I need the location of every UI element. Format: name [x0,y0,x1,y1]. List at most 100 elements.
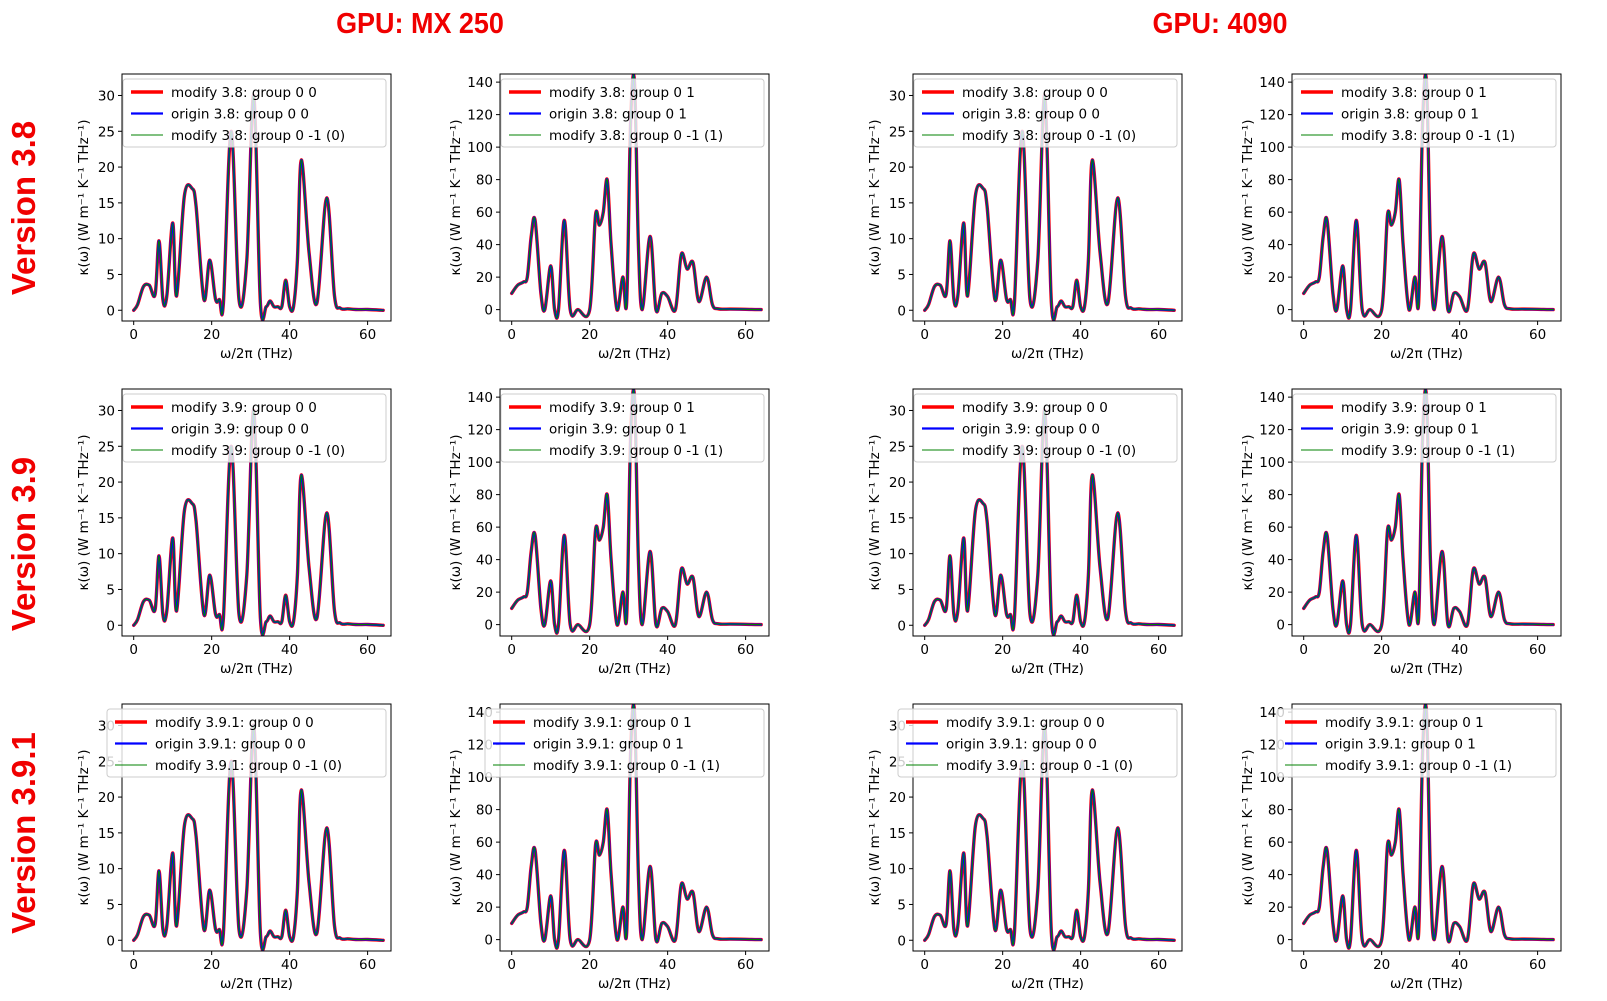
y-tick-label: 80 [476,803,493,819]
series-line [511,704,762,949]
legend: modify 3.9.1: group 0 0 origin 3.9.1: gro… [897,708,1178,778]
legend-label: modify 3.9: group 0 1 [1341,400,1487,416]
y-tick-label: 20 [1268,900,1285,916]
legend: modify 3.9: group 0 1 origin 3.9: group 0… [500,393,765,463]
legend-box [106,708,387,778]
y-axis-label: κ(ω) (W m⁻¹ K⁻¹ THz⁻¹) [867,750,883,906]
y-axis-label: κ(ω) (W m⁻¹ K⁻¹ THz⁻¹) [1240,435,1256,591]
legend-label: origin 3.8: group 0 0 [962,107,1100,123]
y-axis-label: κ(ω) (W m⁻¹ K⁻¹ THz⁻¹) [867,435,883,591]
legend: modify 3.8: group 0 0 origin 3.8: group 0… [913,78,1178,148]
y-tick-label: 20 [476,585,493,601]
legend-label: origin 3.9.1: group 0 0 [155,737,306,753]
legend-box [500,78,765,148]
y-tick-label: 100 [467,455,493,471]
legend-label: modify 3.9: group 0 -1 (1) [549,443,723,459]
y-tick-label: 20 [476,270,493,286]
y-tick-label: 100 [1259,455,1285,471]
legend-label: modify 3.9.1: group 0 0 [946,715,1105,731]
x-tick-label: 40 [1072,957,1089,973]
x-tick-label: 0 [507,957,516,973]
y-tick-label: 40 [1268,553,1285,569]
x-tick-label: 60 [737,642,754,658]
x-tick-label: 20 [203,327,220,343]
x-tick-label: 40 [1072,327,1089,343]
x-axis-label: ω/2π (THz) [220,661,293,677]
y-tick-label: 5 [897,267,906,283]
x-tick-label: 60 [1529,327,1546,343]
x-axis-label: ω/2π (THz) [220,346,293,362]
gpu-title-4090: GPU: 4090 [1152,8,1288,40]
y-tick-label: 120 [467,423,493,439]
y-tick-label: 30 [98,403,115,419]
x-axis-label: ω/2π (THz) [1011,346,1084,362]
gpu-title-mx250: GPU: MX 250 [336,8,504,40]
y-tick-label: 0 [1276,303,1285,319]
y-tick-label: 140 [467,390,493,406]
plot-area [132,408,385,636]
x-tick-label: 40 [281,642,298,658]
plot-area [132,723,385,951]
y-tick-label: 0 [897,303,906,319]
legend-label: modify 3.8: group 0 -1 (0) [962,128,1136,144]
legend-label: origin 3.8: group 0 1 [1341,107,1479,123]
legend-box [122,393,387,463]
x-tick-label: 20 [994,642,1011,658]
axes-frame [121,703,392,952]
y-tick-label: 5 [897,582,906,598]
y-axis-label: κ(ω) (W m⁻¹ K⁻¹ THz⁻¹) [448,750,464,906]
y-tick-label: 60 [476,835,493,851]
y-tick-label: 0 [106,618,115,634]
x-tick-label: 20 [1373,642,1390,658]
legend: modify 3.9.1: group 0 1 origin 3.9.1: gro… [1276,708,1557,778]
axes-frame [121,73,392,322]
series-line [133,94,384,321]
legend-label: modify 3.8: group 0 -1 (1) [1341,128,1515,144]
x-tick-label: 40 [281,327,298,343]
y-tick-label: 0 [1276,933,1285,949]
x-axis-label: ω/2π (THz) [1011,661,1084,677]
series-line [133,409,384,636]
x-tick-label: 40 [659,642,676,658]
x-tick-label: 20 [1373,957,1390,973]
x-axis-label: ω/2π (THz) [1011,976,1084,992]
y-tick-label: 20 [98,160,115,176]
legend-box [1292,78,1557,148]
legend-label: origin 3.9.1: group 0 1 [533,737,684,753]
x-tick-label: 60 [1150,642,1167,658]
y-axis-label: κ(ω) (W m⁻¹ K⁻¹ THz⁻¹) [448,435,464,591]
legend-label: modify 3.9: group 0 1 [549,400,695,416]
y-tick-label: 140 [1259,390,1285,406]
legend-box [484,708,765,778]
x-axis-label: ω/2π (THz) [1390,976,1463,992]
x-tick-label: 60 [1529,957,1546,973]
x-axis-label: ω/2π (THz) [1390,346,1463,362]
series-line [511,74,762,319]
y-tick-label: 5 [106,897,115,913]
legend-box [1276,708,1557,778]
legend: modify 3.8: group 0 1 origin 3.8: group 0… [500,78,765,148]
axes-frame [499,703,770,952]
series-line [511,389,762,634]
x-tick-label: 40 [1451,957,1468,973]
x-tick-label: 20 [581,957,598,973]
y-tick-label: 20 [889,475,906,491]
y-axis-label: κ(ω) (W m⁻¹ K⁻¹ THz⁻¹) [76,750,92,906]
x-tick-label: 60 [359,642,376,658]
legend: modify 3.9: group 0 0 origin 3.9: group 0… [122,393,387,463]
x-tick-label: 0 [507,642,516,658]
legend-label: modify 3.8: group 0 1 [549,85,695,101]
plot-area [510,389,763,635]
y-axis-label: κ(ω) (W m⁻¹ K⁻¹ THz⁻¹) [1240,750,1256,906]
legend-label: modify 3.9: group 0 -1 (0) [962,443,1136,459]
legend-box [897,708,1178,778]
y-tick-label: 10 [889,862,906,878]
x-tick-label: 40 [1072,642,1089,658]
axes-frame [499,73,770,322]
